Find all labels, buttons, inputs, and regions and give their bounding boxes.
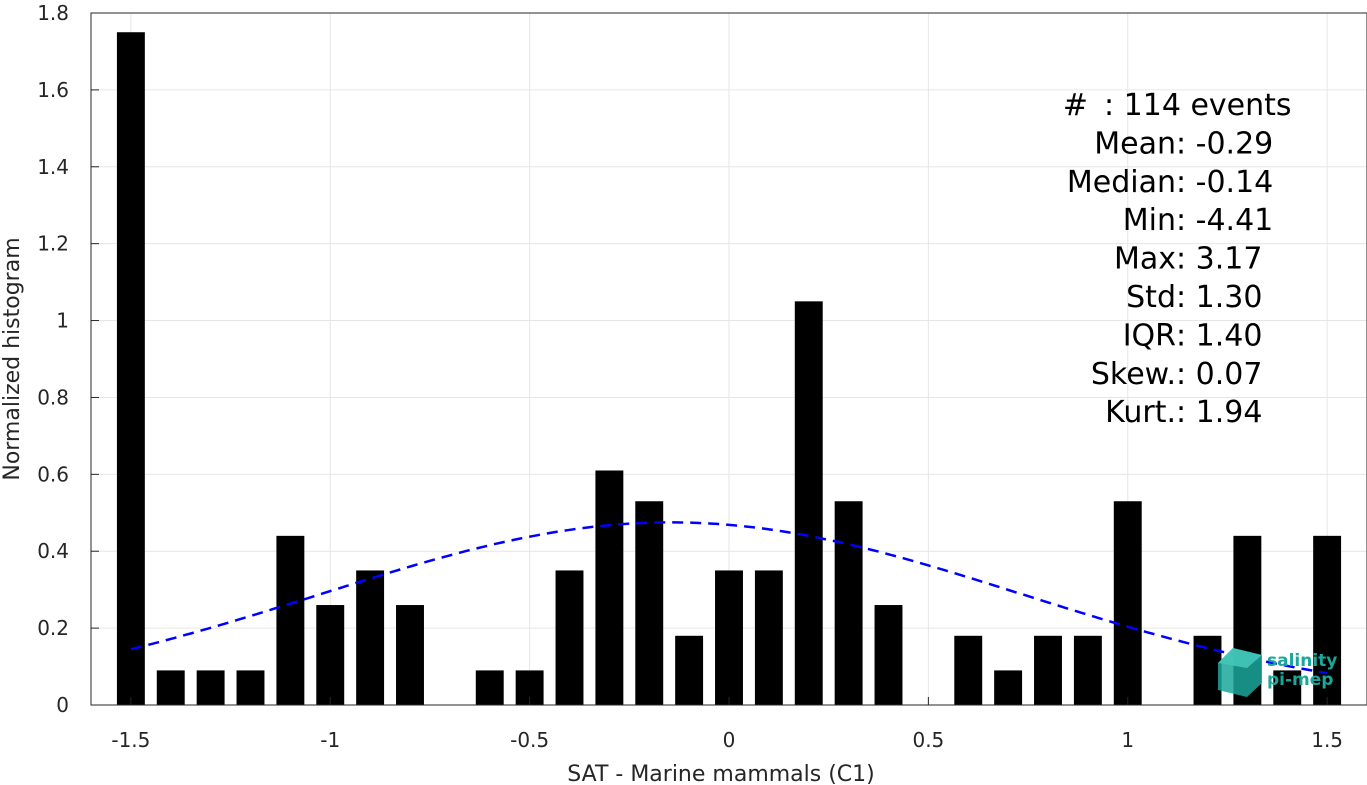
x-tick-label-2: -0.5	[510, 728, 549, 752]
x-tick-label-0: -1.5	[111, 728, 150, 752]
histogram-bar-15	[715, 570, 743, 705]
y-tick-label-8: 1.6	[37, 78, 69, 102]
stats-value-5: : 1.30	[1176, 280, 1262, 315]
histogram-bar-18	[834, 501, 863, 705]
histogram-bar-22	[994, 670, 1023, 705]
y-tick-label-5: 1	[56, 309, 69, 333]
stats-label-6: IQR	[1123, 318, 1176, 353]
y-tick-label-0: 0	[56, 693, 69, 717]
x-tick-label-3: 0	[723, 728, 736, 752]
stats-value-6: : 1.40	[1176, 318, 1262, 353]
histogram-bars	[116, 32, 1342, 705]
stats-value-8: : 1.94	[1176, 395, 1262, 430]
y-axis-label: Normalized histogram	[0, 237, 25, 480]
x-axis-label: SAT - Marine mammals (C1)	[567, 762, 875, 785]
logo-cube-face	[1218, 648, 1262, 668]
stats-label-0: #	[1063, 88, 1088, 123]
histogram-bar-25	[1113, 501, 1142, 705]
histogram-bar-12	[595, 470, 624, 705]
y-tick-label-4: 0.8	[37, 385, 69, 409]
histogram-bar-27	[1193, 635, 1222, 705]
histogram-bar-5	[316, 605, 345, 705]
x-tick-label-5: 1	[1121, 728, 1134, 752]
histogram-bar-29	[1273, 670, 1302, 705]
histogram-bar-6	[356, 570, 385, 705]
stats-value-3: : -4.41	[1176, 203, 1273, 238]
stats-value-7: : 0.07	[1176, 357, 1262, 392]
histogram-bar-17	[794, 301, 823, 705]
gaussian-fit-curve	[130, 521, 1328, 675]
logo-line2: pi-mep	[1267, 670, 1333, 690]
histogram-bar-19	[874, 605, 903, 705]
stats-label-7: Skew.	[1091, 357, 1176, 392]
histogram-bar-2	[196, 670, 225, 705]
y-tick-label-6: 1.2	[37, 232, 69, 256]
histogram-bar-24	[1073, 635, 1102, 705]
histogram-bar-7	[396, 605, 424, 705]
histogram-bar-23	[1034, 635, 1062, 705]
stats-label-3: Min	[1123, 203, 1176, 238]
stats-label-4: Max	[1114, 242, 1176, 277]
histogram-bar-3	[236, 670, 265, 705]
y-tick-label-7: 1.4	[37, 155, 69, 179]
histogram-bar-16	[754, 570, 783, 705]
stats-label-2: Median	[1067, 165, 1176, 200]
histogram-bar-21	[954, 635, 983, 705]
stats-value-4: : 3.17	[1176, 242, 1262, 277]
histogram-bar-4	[276, 535, 305, 705]
histogram-bar-9	[475, 670, 504, 705]
y-tick-label-1: 0.2	[37, 616, 69, 640]
histogram-bar-11	[555, 570, 584, 705]
histogram-bar-13	[635, 501, 664, 705]
stats-label-8: Kurt.	[1105, 395, 1176, 430]
y-tick-label-9: 1.8	[37, 1, 69, 25]
x-tick-label-6: 1.5	[1311, 728, 1343, 752]
stats-value-0: : 114 events	[1104, 88, 1292, 123]
salinity-pimep-logo: salinity pi-mep	[1218, 648, 1337, 697]
x-tick-label-1: -1	[320, 728, 340, 752]
stats-label-5: Std	[1126, 280, 1176, 315]
histogram-bar-1	[156, 670, 185, 705]
histogram-bar-0	[116, 32, 145, 705]
logo-line1: salinity	[1267, 651, 1337, 671]
axis-ticks: -1.5 -1 -0.5 0 0.5 1 1.5 0 0.2 0.4 0.6 0.8 1 1.2 1.4 1.…	[37, 1, 1343, 752]
x-tick-label-4: 0.5	[912, 728, 944, 752]
y-tick-label-2: 0.4	[37, 539, 69, 563]
stats-value-1: : -0.29	[1176, 126, 1273, 161]
histogram-bar-30	[1313, 535, 1342, 705]
y-tick-label-3: 0.6	[37, 462, 69, 486]
histogram-bar-14	[675, 635, 704, 705]
stats-value-2: : -0.14	[1176, 165, 1273, 200]
stats-label-1: Mean	[1094, 126, 1176, 161]
